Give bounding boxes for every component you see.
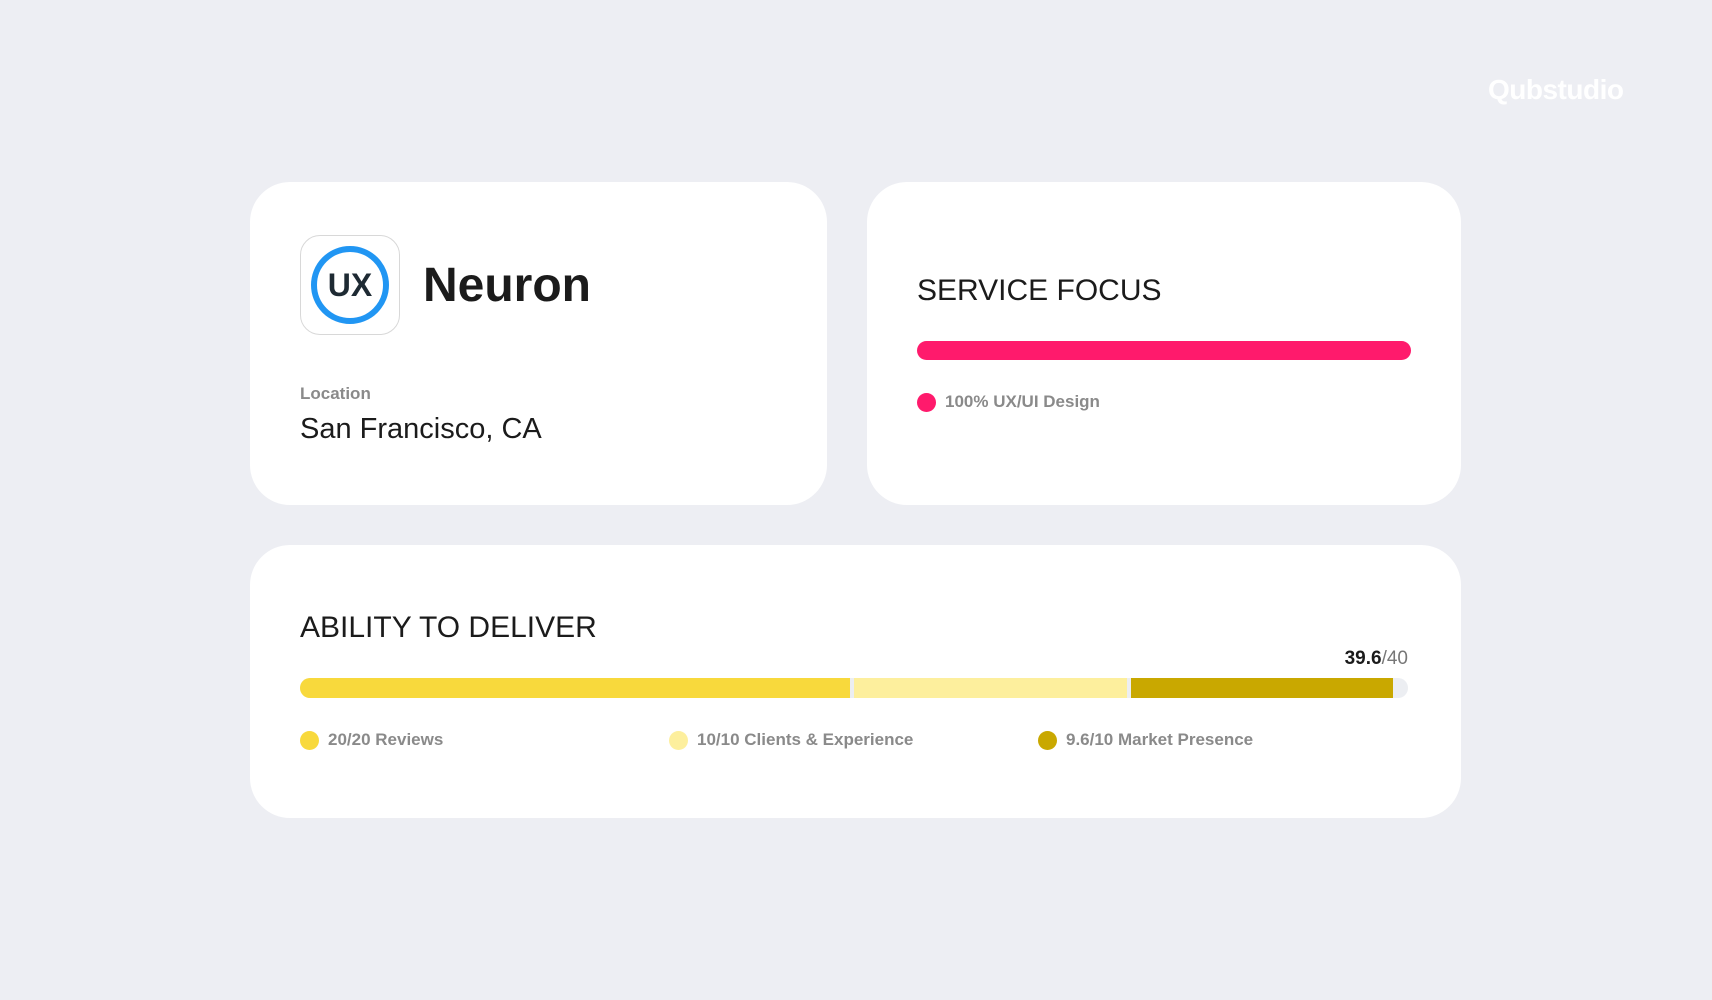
ability-title: ABILITY TO DELIVER [300, 611, 597, 644]
legend-reviews: 20/20 Reviews [300, 730, 443, 750]
location-label: Location [300, 384, 371, 403]
legend-dot-icon [1038, 730, 1057, 750]
legend-dot-icon [300, 730, 319, 750]
score-value: 39.6 [1344, 648, 1382, 669]
legend-label: 20/20 Reviews [328, 730, 444, 749]
company-name: Neuron [423, 259, 591, 312]
legend-label: 9.6/10 Market Presence [1066, 730, 1254, 749]
service-focus-bar [917, 341, 1411, 360]
service-focus-card: SERVICE FOCUS 100% UX/UI Design [867, 182, 1461, 505]
ability-card: ABILITY TO DELIVER 39.6/40 20/20 Reviews… [250, 545, 1461, 818]
ability-score: 39.6/40 [1345, 648, 1408, 670]
legend-dot-icon [917, 392, 936, 412]
ability-segment [300, 678, 850, 698]
service-focus-legend: 100% UX/UI Design [917, 392, 1100, 412]
legend-clients: 10/10 Clients & Experience [669, 730, 913, 750]
brand-logo: Qubstudio [1488, 74, 1624, 105]
legend-label: 100% UX/UI Design [945, 392, 1100, 411]
legend-market: 9.6/10 Market Presence [1038, 730, 1253, 750]
ability-segment [1131, 678, 1393, 698]
location-value: San Francisco, CA [300, 413, 542, 445]
ability-segment [854, 678, 1127, 698]
ability-bar [300, 678, 1408, 698]
legend-label: 10/10 Clients & Experience [697, 730, 914, 749]
service-focus-title: SERVICE FOCUS [917, 274, 1162, 307]
legend-dot-icon [669, 730, 688, 750]
ux-logo-icon: UX [311, 246, 389, 324]
score-max: /40 [1381, 648, 1408, 669]
company-logo: UX [300, 235, 400, 335]
company-card: UX Neuron Location San Francisco, CA [250, 182, 827, 505]
